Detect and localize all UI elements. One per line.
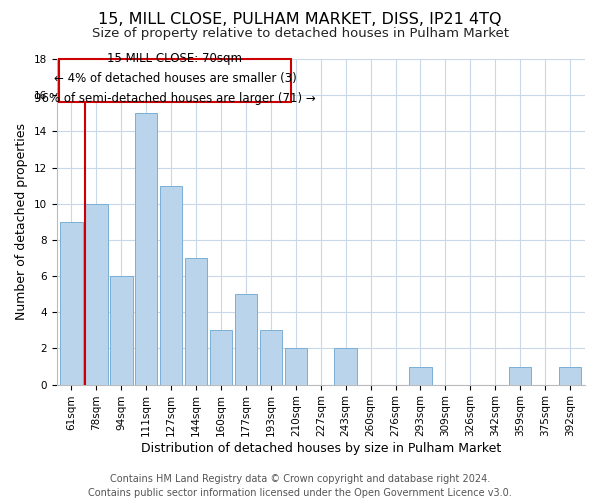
Text: 15, MILL CLOSE, PULHAM MARKET, DISS, IP21 4TQ: 15, MILL CLOSE, PULHAM MARKET, DISS, IP2…: [98, 12, 502, 28]
Bar: [60, 222, 83, 384]
Bar: [210, 330, 232, 384]
Bar: [559, 366, 581, 384]
Text: Contains HM Land Registry data © Crown copyright and database right 2024.
Contai: Contains HM Land Registry data © Crown c…: [88, 474, 512, 498]
Bar: [334, 348, 357, 384]
Text: 15 MILL CLOSE: 70sqm
← 4% of detached houses are smaller (3)
96% of semi-detache: 15 MILL CLOSE: 70sqm ← 4% of detached ho…: [34, 52, 316, 106]
Bar: [85, 204, 107, 384]
Bar: [409, 366, 431, 384]
FancyBboxPatch shape: [59, 59, 291, 102]
Bar: [135, 114, 157, 384]
Bar: [509, 366, 532, 384]
Bar: [160, 186, 182, 384]
Bar: [284, 348, 307, 384]
Bar: [235, 294, 257, 384]
Y-axis label: Number of detached properties: Number of detached properties: [15, 124, 28, 320]
Text: Size of property relative to detached houses in Pulham Market: Size of property relative to detached ho…: [91, 28, 509, 40]
X-axis label: Distribution of detached houses by size in Pulham Market: Distribution of detached houses by size …: [140, 442, 501, 455]
Bar: [185, 258, 208, 384]
Bar: [110, 276, 133, 384]
Bar: [260, 330, 282, 384]
